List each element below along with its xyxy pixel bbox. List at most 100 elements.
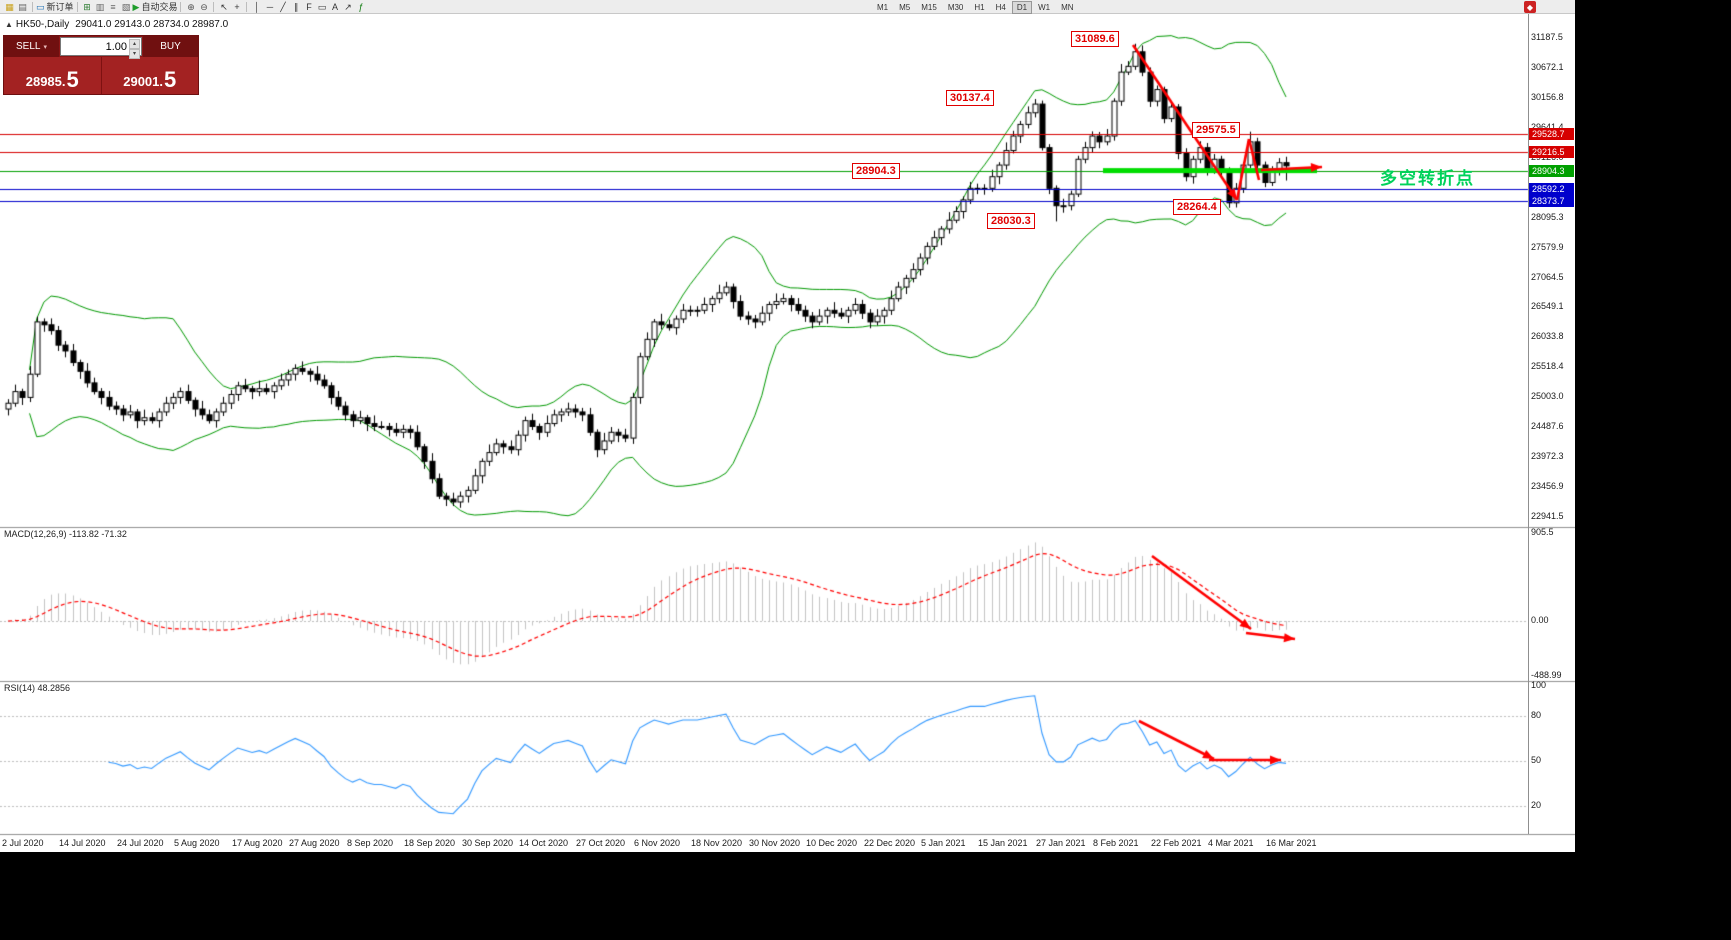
data-window-icon: ▥: [95, 1, 105, 12]
navigator-icon[interactable]: ≡: [107, 1, 120, 13]
one-click-panel-toggle-icon[interactable]: ▲: [5, 20, 13, 29]
volume-up-button[interactable]: ▴: [129, 39, 140, 49]
price-axis-label: 28095.3: [1531, 212, 1564, 222]
data-window-icon[interactable]: ▥: [94, 1, 107, 13]
app-icon: ◆: [1524, 1, 1536, 13]
hline-icon: ─: [266, 1, 274, 12]
price-callout: 31089.6: [1071, 31, 1119, 47]
timeframe-m15-button[interactable]: M15: [921, 3, 937, 12]
cursor-icon[interactable]: ↖: [217, 1, 230, 13]
axis-separator: [1528, 14, 1529, 834]
macd-scale-label: 0.00: [1531, 615, 1549, 625]
zoom-in-icon: ⊕: [187, 1, 195, 12]
price-callout: 29575.5: [1192, 122, 1240, 138]
indicators-icon[interactable]: ƒ: [354, 1, 367, 13]
fibonacci-icon: F: [306, 1, 312, 12]
rsi-indicator-label: RSI(14) 48.2856: [4, 683, 71, 693]
price-level-tag: 28373.7: [1529, 195, 1574, 207]
date-label: 18 Nov 2020: [691, 838, 743, 848]
autotrading-button[interactable]: ▶ 自动交易: [133, 1, 178, 13]
chart-ohlc-values: 29041.0 29143.0 28734.0 28987.0: [75, 19, 229, 30]
buy-price[interactable]: 29001. 5: [102, 57, 199, 94]
date-label: 30 Sep 2020: [462, 838, 514, 848]
macd-scale-label: 905.5: [1531, 527, 1554, 537]
arrows-icon[interactable]: ↗: [341, 1, 354, 13]
turning-point-annotation: 多空转折点: [1380, 169, 1475, 188]
timeframe-mn-button[interactable]: MN: [1061, 3, 1074, 12]
chart-title: ▲ HK50-,Daily 29041.0 29143.0 28734.0 2898…: [5, 19, 228, 30]
sell-button-label: SELL: [16, 41, 41, 52]
terminal-icon: ▧: [121, 1, 131, 12]
new-order-button-label: 新订单: [46, 1, 74, 12]
autotrading-button-label: 自动交易: [141, 1, 178, 12]
vline-icon[interactable]: │: [250, 1, 263, 13]
vline-icon: │: [254, 1, 260, 12]
volume-down-button[interactable]: ▾: [129, 49, 140, 59]
price-level-tag: 29216.5: [1529, 146, 1574, 158]
price-axis-label: 31187.5: [1531, 32, 1563, 42]
volume-value: 1.00: [105, 40, 127, 53]
sell-price-big-digit: 5: [66, 67, 79, 92]
volume-input[interactable]: 1.00 ▴ ▾: [60, 37, 142, 59]
toolbar-separator: [246, 1, 248, 12]
date-label: 5 Jan 2021: [921, 838, 966, 848]
date-label: 30 Nov 2020: [749, 838, 801, 848]
price-level-tag: 28904.3: [1529, 165, 1574, 177]
timeframe-h1-button[interactable]: H1: [974, 3, 985, 12]
indicators-icon: ƒ: [358, 1, 364, 12]
market-watch-icon[interactable]: ⊞: [81, 1, 94, 13]
sell-price[interactable]: 28985. 5: [4, 57, 102, 94]
terminal-icon[interactable]: ▧: [120, 1, 133, 13]
price-callout: 28030.3: [987, 213, 1035, 229]
date-label: 8 Sep 2020: [347, 838, 394, 848]
channel-icon[interactable]: ∥: [289, 1, 302, 13]
timeframe-m5-button[interactable]: M5: [899, 3, 911, 12]
price-axis-label: 23456.9: [1531, 481, 1564, 491]
profiles-icon[interactable]: ▤: [16, 1, 29, 13]
sell-price-main: 28985.: [25, 74, 66, 89]
chart-canvas[interactable]: [0, 14, 1575, 852]
rsi-scale-label: 50: [1531, 755, 1542, 765]
fibonacci-icon[interactable]: F: [302, 1, 315, 13]
trendline-icon[interactable]: ╱: [276, 1, 289, 13]
new-chart-icon: ▦: [5, 1, 14, 12]
price-axis-label: 22941.5: [1531, 511, 1564, 521]
zoom-in-icon[interactable]: ⊕: [184, 1, 197, 13]
buy-price-big-digit: 5: [164, 67, 177, 92]
shapes-icon[interactable]: ▭: [315, 1, 328, 13]
toolbar-separator: [32, 1, 33, 12]
hline-icon[interactable]: ─: [263, 1, 276, 13]
crosshair-icon[interactable]: +: [230, 1, 243, 13]
trendline-icon: ╱: [280, 1, 286, 12]
price-axis-label: 26033.8: [1531, 331, 1564, 341]
timeframe-w1-button[interactable]: W1: [1038, 3, 1051, 12]
price-axis-label: 27064.5: [1531, 272, 1564, 282]
price-callout: 28904.3: [852, 163, 900, 179]
timeframe-h4-button[interactable]: H4: [995, 3, 1006, 12]
market-watch-icon: ⊞: [83, 1, 91, 12]
buy-button-label: BUY: [160, 41, 181, 52]
toolbar-separator: [76, 1, 78, 12]
volume-spinner: ▴ ▾: [129, 39, 140, 59]
new-chart-icon[interactable]: ▦: [3, 1, 16, 13]
one-click-trading-panel: SELL ▾ 1.00 ▴ ▾ BUY 28985. 5 29001. 5: [4, 36, 198, 94]
date-label: 10 Dec 2020: [806, 838, 858, 848]
new-order-button[interactable]: ▭ 新订单: [36, 1, 74, 13]
price-axis-label: 30672.1: [1531, 62, 1564, 72]
date-label: 5 Aug 2020: [174, 838, 220, 848]
buy-button[interactable]: BUY: [143, 36, 198, 57]
zoom-out-icon[interactable]: ⊖: [197, 1, 210, 13]
cursor-icon: ↖: [220, 1, 228, 12]
toolbar-separator: [180, 1, 182, 12]
timeframe-m30-button[interactable]: M30: [947, 3, 964, 12]
text-icon[interactable]: A: [328, 1, 341, 13]
date-label: 14 Oct 2020: [519, 838, 569, 848]
sell-button[interactable]: SELL ▾: [4, 36, 59, 57]
new-order-button: ▭: [36, 1, 45, 12]
timeframe-m1-button[interactable]: M1: [877, 3, 889, 12]
date-label: 27 Oct 2020: [576, 838, 626, 848]
timeframe-d1-button[interactable]: D1: [1011, 1, 1033, 14]
price-axis-label: 25003.0: [1531, 391, 1564, 401]
date-label: 22 Feb 2021: [1151, 838, 1202, 848]
